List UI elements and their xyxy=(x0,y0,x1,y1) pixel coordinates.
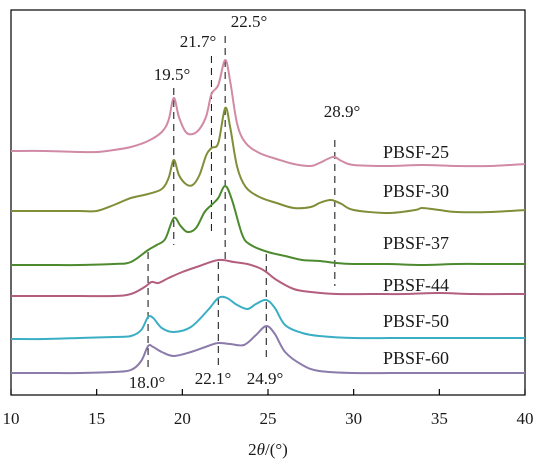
peak-annotation-label: 19.5° xyxy=(154,65,191,84)
series-line-pbsf-60 xyxy=(11,325,525,375)
series-line-pbsf-25 xyxy=(10,58,526,168)
peak-annotations: 19.5° 21.7° 22.5° 28.9° 18.0° 22.1° 24.9° xyxy=(129,12,361,392)
peak-guide-lines xyxy=(147,36,336,370)
peak-annotation-label: 24.9° xyxy=(247,369,284,388)
peak-annotation-label: 22.1° xyxy=(195,369,232,388)
series-labels: PBSF-25 PBSF-30 PBSF-37 PBSF-44 PBSF-50 PBSF-… xyxy=(383,142,449,368)
x-tick-label: 10 xyxy=(3,409,20,428)
series-label-pbsf-25: PBSF-25 xyxy=(383,142,449,162)
series-line-pbsf-37 xyxy=(10,185,525,267)
x-tick-label: 30 xyxy=(345,409,362,428)
peak-annotation-label: 18.0° xyxy=(129,373,166,392)
x-tick-label: 20 xyxy=(174,409,191,428)
x-tick-label: 40 xyxy=(517,409,534,428)
series-label-pbsf-44: PBSF-44 xyxy=(383,275,449,295)
peak-annotation-label: 21.7° xyxy=(180,32,217,51)
peak-annotation-label: 28.9° xyxy=(324,102,361,121)
x-tick-label: 35 xyxy=(431,409,448,428)
x-axis-title: 2θ/(°) xyxy=(248,440,288,459)
peak-annotation-label: 22.5° xyxy=(231,12,268,31)
series-line-pbsf-44 xyxy=(11,258,526,298)
x-axis-title-theta: θ xyxy=(257,440,265,459)
x-tick-label: 15 xyxy=(88,409,105,428)
series-label-pbsf-30: PBSF-30 xyxy=(383,181,449,201)
series-label-pbsf-37: PBSF-37 xyxy=(383,233,449,253)
x-tick-label: 25 xyxy=(260,409,277,428)
x-axis-ticks: 10 15 20 25 30 35 40 xyxy=(3,389,534,428)
x-axis-title-unit: /(°) xyxy=(265,440,288,459)
series-label-pbsf-60: PBSF-60 xyxy=(383,348,449,368)
series-group xyxy=(10,58,526,375)
series-line-pbsf-30 xyxy=(10,106,526,214)
series-line-pbsf-50 xyxy=(10,295,525,341)
series-label-pbsf-50: PBSF-50 xyxy=(383,311,449,331)
x-axis-title-prefix: 2 xyxy=(248,440,257,459)
